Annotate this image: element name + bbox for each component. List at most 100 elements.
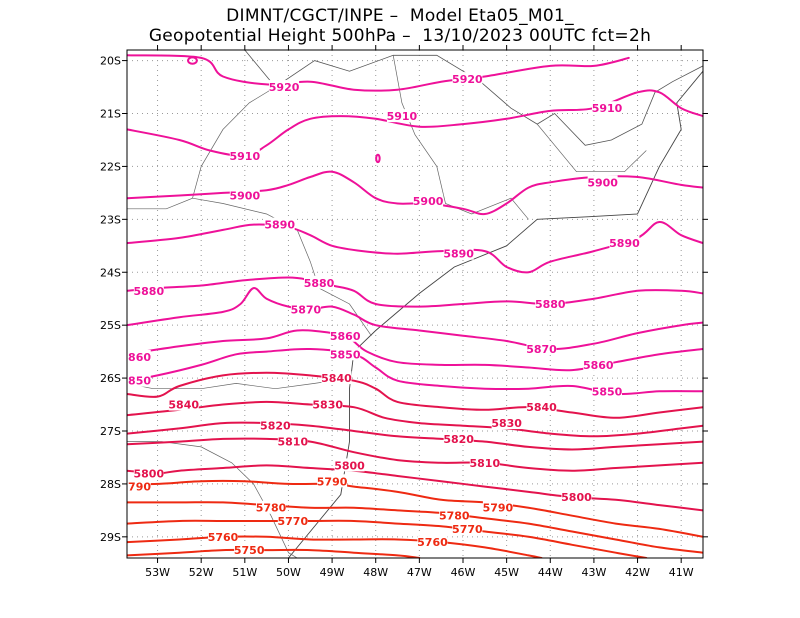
contour-label: 5850	[592, 385, 623, 398]
contour-label: 5800	[134, 467, 165, 480]
y-tick-label: 27S	[100, 425, 121, 438]
contour-line	[127, 464, 703, 512]
contour-label: 5760	[417, 536, 448, 549]
y-tick-label: 25S	[100, 319, 121, 332]
contour-label: 5900	[230, 190, 261, 203]
x-tick-label: 50W	[276, 566, 301, 579]
contour-label-bg	[526, 341, 557, 355]
x-tick-label: 51W	[232, 566, 257, 579]
contour-label-bg	[592, 101, 622, 115]
contour-label: 5860	[330, 330, 361, 343]
contour-label-bg	[256, 500, 286, 514]
contour-label-bg	[561, 490, 592, 504]
contour-label: 5880	[134, 285, 165, 298]
contour-label: 5840	[526, 401, 557, 414]
y-tick-label: 28S	[100, 478, 121, 491]
contour-label-bg	[133, 466, 164, 480]
contour-label: 5790	[317, 475, 348, 488]
contour-label-bg	[127, 349, 151, 363]
contour-label: 5810	[470, 457, 501, 470]
state-border	[192, 197, 372, 336]
contour-label: 5860	[120, 351, 151, 364]
state-border	[392, 55, 529, 220]
contour-label-bg	[583, 357, 614, 371]
y-tick-label: 22S	[100, 160, 121, 173]
x-tick-label: 49W	[320, 566, 345, 579]
contour-label-bg	[535, 297, 566, 310]
chart-title-line1: DIMNT/CGCT/INPE – Model Eta05_M01_	[226, 6, 574, 26]
contour-line	[127, 329, 703, 372]
coastline	[287, 70, 703, 558]
contour-label-bg	[386, 109, 417, 123]
x-tick-label: 47W	[407, 566, 432, 579]
contour-label: 5870	[291, 303, 322, 316]
contour-label-bg	[330, 328, 361, 342]
contour-label-bg	[260, 418, 291, 432]
contour-line	[127, 287, 703, 351]
contour-label-bg	[229, 188, 260, 202]
plot-frame	[126, 49, 704, 559]
contour-label-bg	[127, 479, 151, 493]
contour-label-bg	[592, 384, 622, 398]
contour-label: 5890	[609, 237, 640, 250]
contour-label-bg	[439, 508, 470, 522]
contour-label: 5880	[535, 298, 566, 311]
contour-line	[127, 371, 703, 419]
contour-line	[127, 400, 703, 438]
state-border	[536, 123, 647, 173]
contour-label: 5790	[120, 481, 151, 494]
contour-label-bg	[277, 513, 308, 527]
y-tick-label: 26S	[100, 372, 121, 385]
contour-label: 5810	[278, 436, 309, 449]
y-tick-label: 23S	[100, 213, 121, 226]
contour-label: 5870	[526, 343, 557, 356]
contour-label-bg	[321, 371, 352, 385]
contour-label-bg	[208, 529, 238, 543]
contour-line	[127, 519, 648, 558]
y-tick-label: 20S	[100, 55, 121, 68]
closed-contour	[375, 153, 381, 164]
contour-label-bg	[312, 397, 343, 411]
contour-label: 5770	[278, 515, 309, 528]
contour-label: 5910	[592, 102, 623, 115]
closed-contour	[187, 56, 198, 65]
contour-label: 5800	[561, 491, 592, 504]
contour-label-bg	[526, 400, 557, 414]
contour-label: 5830	[312, 399, 343, 412]
contour-label-bg	[168, 397, 199, 411]
contour-label: 5840	[168, 399, 199, 412]
contour-label: 5780	[439, 510, 470, 523]
contour-label: 5900	[413, 195, 444, 208]
x-axis: 53W 52W 51W 50W 49W 48W 47W 46W 45W 44W 43W 42W 41W	[145, 45, 694, 579]
contour-label: 5860	[583, 359, 614, 372]
contour-line	[127, 535, 543, 558]
x-tick-label: 44W	[538, 566, 563, 579]
contour-label-bg	[443, 431, 474, 445]
contour-layer	[127, 54, 703, 558]
contour-label: 5820	[443, 433, 474, 446]
contour-label-bg	[443, 246, 474, 260]
y-tick-label: 21S	[100, 108, 121, 121]
contour-label: 5880	[304, 277, 335, 290]
contour-label-bg	[234, 543, 265, 557]
contour-label: 5770	[452, 523, 483, 536]
contour-line	[127, 276, 703, 308]
contour-label-bg	[413, 193, 444, 207]
contour-label-bg	[277, 434, 308, 448]
contour-line	[127, 54, 630, 92]
contour-line	[127, 437, 703, 472]
contour-label: 5840	[321, 372, 352, 385]
contour-label-bg	[317, 474, 348, 488]
contour-label-bg	[229, 148, 260, 162]
contour-label: 5890	[264, 219, 295, 232]
x-tick-label: 48W	[363, 566, 388, 579]
x-tick-label: 42W	[625, 566, 650, 579]
contour-label: 5750	[234, 544, 265, 557]
x-tick-label: 43W	[581, 566, 606, 579]
border-line-north	[244, 50, 703, 146]
x-tick-label: 41W	[669, 566, 694, 579]
geography-layer	[127, 50, 703, 558]
contour-label: 5920	[452, 73, 483, 86]
contour-label-bg	[133, 283, 164, 297]
